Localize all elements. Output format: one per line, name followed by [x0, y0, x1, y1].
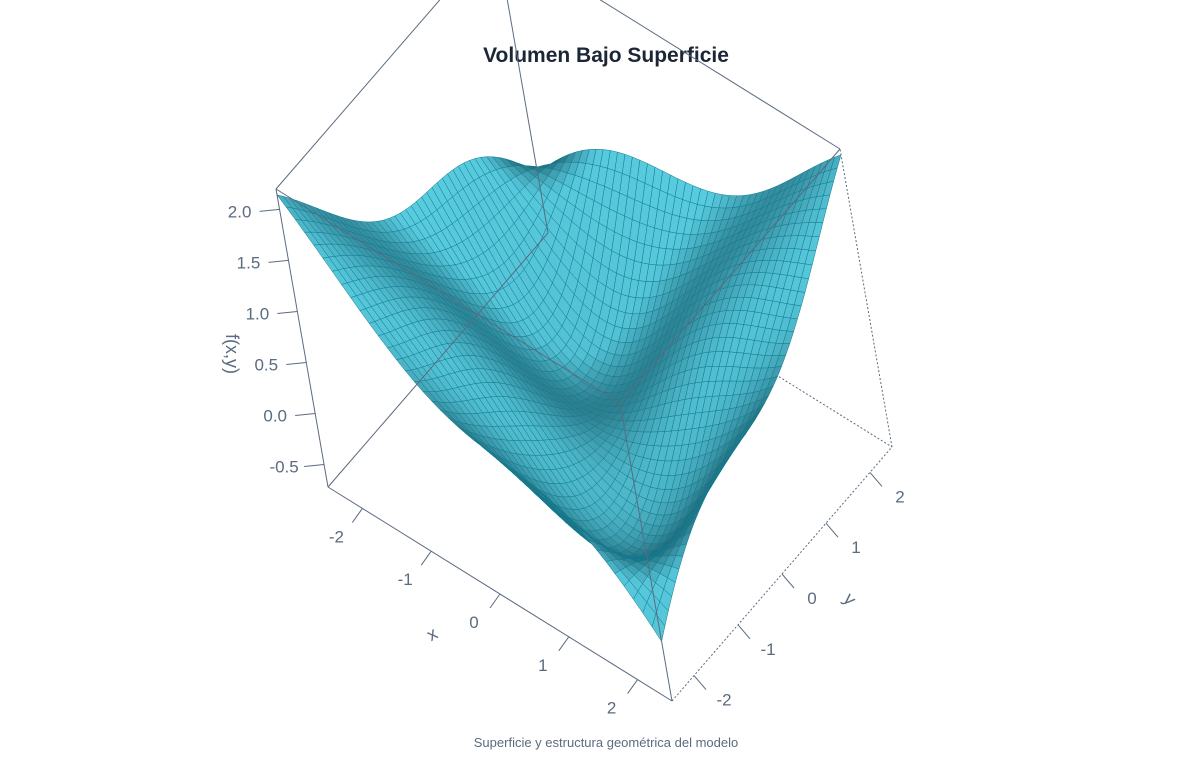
- x-tick: [558, 636, 570, 652]
- chart-title: Volumen Bajo Superficie: [483, 44, 729, 67]
- chart-caption: Superficie y estructura geométrica del m…: [473, 735, 739, 750]
- surface-facet: [276, 194, 293, 209]
- y-tick-label: 0: [807, 589, 816, 608]
- x-tick: [420, 550, 432, 566]
- z-tick: [286, 362, 307, 365]
- box-edge: [275, 188, 621, 404]
- box-edge: [619, 148, 841, 404]
- axis-ticks: -2 -1 0 1 2 -2 -1 0 1 2 -0.5 0.0 0.5 1.0 1.5 2.0: [228, 202, 905, 717]
- x-tick-label: -1: [398, 570, 413, 589]
- box-edge-hidden: [839, 148, 893, 448]
- box-edge: [327, 232, 549, 488]
- z-tick: [268, 259, 289, 263]
- y-axis-label: y: [840, 589, 861, 609]
- x-tick-label: 1: [538, 656, 547, 675]
- box-edge: [506, 0, 549, 234]
- z-axis-label: f(x,y): [222, 334, 242, 374]
- box-edge: [275, 0, 441, 190]
- x-tick-label: 0: [469, 613, 478, 632]
- x-tick: [489, 593, 501, 609]
- x-axis-label: x: [423, 623, 441, 645]
- z-tick-label: -0.5: [269, 458, 298, 477]
- box-edge: [599, 0, 841, 150]
- z-tick-label: 2.0: [228, 202, 252, 221]
- z-tick: [277, 311, 298, 314]
- surface: [276, 148, 842, 643]
- y-tick-label: 2: [895, 487, 904, 506]
- y-tick: [693, 675, 707, 690]
- z-tick: [295, 413, 316, 416]
- y-tick-label: -2: [716, 691, 731, 710]
- x-tick-label: -2: [329, 527, 344, 546]
- y-tick: [781, 573, 795, 589]
- box-edge-hidden: [547, 232, 893, 448]
- z-tick: [259, 208, 280, 212]
- z-tick-label: 1.5: [237, 253, 261, 272]
- y-tick-label: -1: [760, 640, 775, 659]
- y-tick: [737, 624, 751, 640]
- y-tick: [825, 522, 839, 538]
- x-tick-label: 2: [607, 699, 616, 718]
- y-tick: [869, 472, 883, 487]
- y-tick-label: 1: [851, 538, 860, 557]
- z-tick-label: 0.0: [263, 407, 287, 426]
- z-tick-label: 1.0: [246, 305, 270, 324]
- x-tick: [351, 508, 363, 523]
- x-tick: [627, 679, 639, 694]
- box-edge: [619, 402, 673, 702]
- box-edge: [275, 188, 329, 488]
- z-tick-label: 0.5: [254, 356, 278, 375]
- z-tick: [304, 464, 325, 467]
